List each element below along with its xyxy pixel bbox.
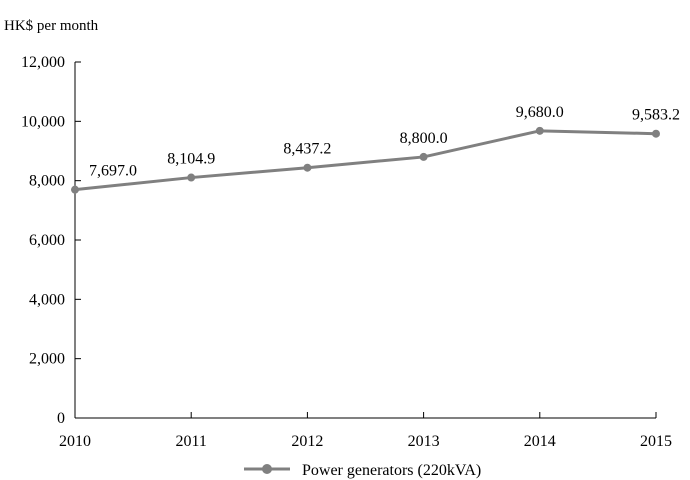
legend: Power generators (220kVA) [244, 462, 481, 479]
y-tick-label: 2,000 [29, 351, 65, 368]
x-tick-label: 2013 [408, 433, 440, 450]
data-labels: 7,697.0 8,104.9 8,437.2 8,800.0 9,680.0 9,583… [89, 104, 680, 180]
y-tick-label: 12,000 [21, 54, 65, 71]
data-label: 9,680.0 [516, 104, 564, 121]
data-point [420, 153, 428, 161]
x-tick-label: 2015 [640, 433, 672, 450]
x-tick-label: 2012 [291, 433, 323, 450]
data-label: 9,583.2 [632, 107, 680, 124]
y-tick-label: 6,000 [29, 232, 65, 249]
y-tick-label: 10,000 [21, 113, 65, 130]
data-label: 7,697.0 [89, 163, 137, 180]
legend-point-marker [262, 464, 272, 474]
axes [75, 62, 656, 418]
data-point [187, 174, 195, 182]
data-label: 8,800.0 [400, 130, 448, 147]
x-tick-label: 2010 [59, 433, 91, 450]
data-label: 8,437.2 [283, 141, 331, 158]
data-point [303, 164, 311, 172]
y-tick-label: 0 [57, 410, 65, 427]
y-ticks: 0 2,000 4,000 6,000 8,000 10,000 12,000 [21, 54, 81, 427]
series-line [75, 131, 656, 190]
y-axis-label: HK$ per month [4, 18, 99, 34]
data-point [536, 127, 544, 135]
y-tick-label: 4,000 [29, 291, 65, 308]
x-tick-label: 2014 [524, 433, 556, 450]
series-layer [71, 127, 660, 194]
data-point [71, 186, 79, 194]
legend-series-label: Power generators (220kVA) [302, 462, 481, 479]
y-tick-label: 8,000 [29, 173, 65, 190]
data-label: 8,104.9 [167, 151, 215, 168]
data-point [652, 130, 660, 138]
x-tick-label: 2011 [175, 433, 206, 450]
